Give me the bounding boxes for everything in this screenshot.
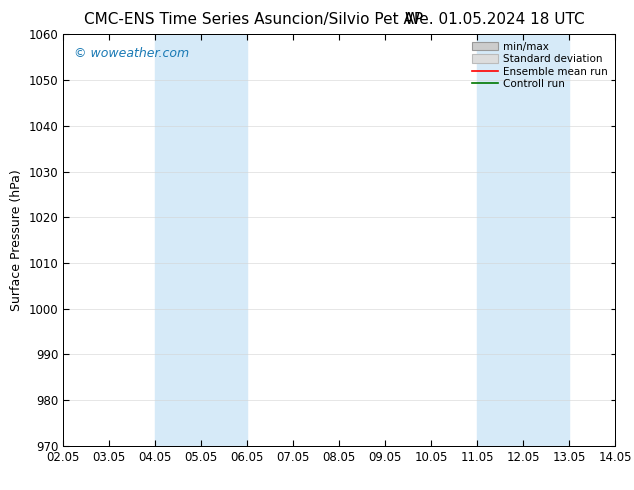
Y-axis label: Surface Pressure (hPa): Surface Pressure (hPa)	[10, 169, 23, 311]
Text: We. 01.05.2024 18 UTC: We. 01.05.2024 18 UTC	[404, 12, 585, 27]
Text: CMC-ENS Time Series Asuncion/Silvio Pet AP: CMC-ENS Time Series Asuncion/Silvio Pet …	[84, 12, 423, 27]
Legend: min/max, Standard deviation, Ensemble mean run, Controll run: min/max, Standard deviation, Ensemble me…	[470, 40, 610, 92]
Bar	[155, 34, 247, 446]
Text: © woweather.com: © woweather.com	[74, 47, 190, 60]
Bar	[477, 34, 569, 446]
